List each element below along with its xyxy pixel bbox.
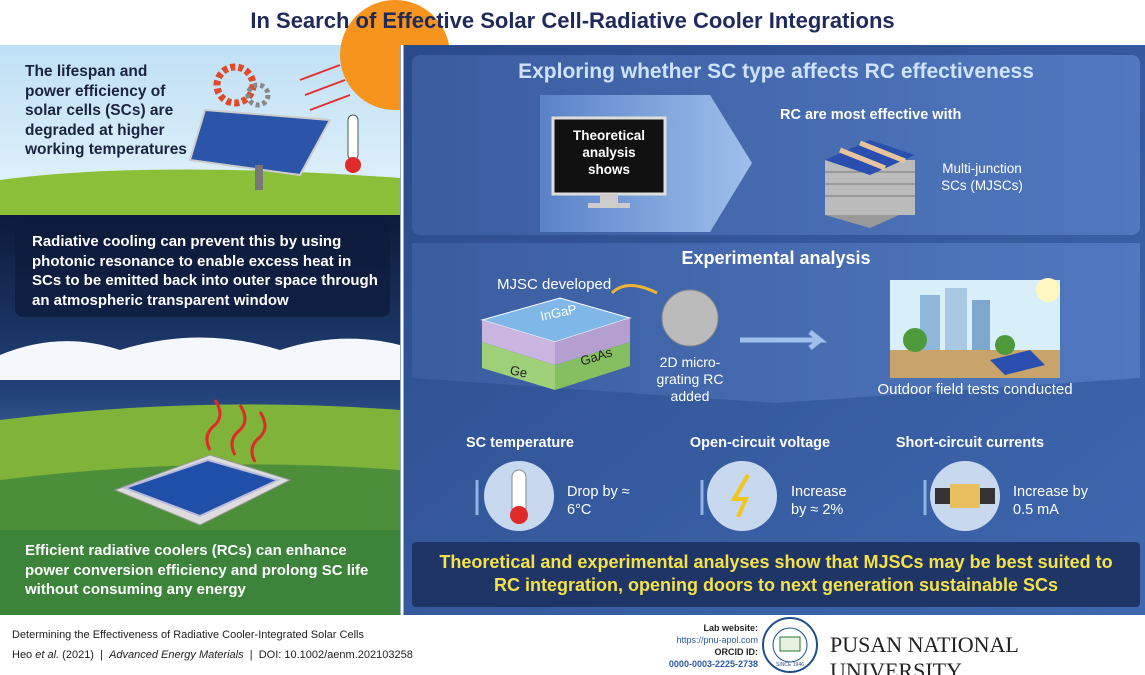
field-text: Outdoor field tests conducted: [877, 381, 1073, 398]
flow-arrow: [740, 330, 828, 350]
metric-icons: [475, 461, 1000, 531]
conclusion: Theoretical and experimental analyses sh…: [439, 552, 1113, 595]
year: (2021): [62, 649, 94, 661]
journal: Advanced Energy Materials: [109, 649, 244, 661]
mjsc-stack: [825, 140, 915, 228]
orcid: 0000-0003-2225-2738: [668, 659, 758, 669]
metric-name: Short-circuit currents: [895, 435, 1045, 451]
paper-title: Determining the Effectiveness of Radiati…: [12, 629, 364, 641]
result-intro: RC are most effective with: [780, 107, 962, 123]
separator: |: [100, 649, 103, 661]
lab-url: https://pnu-apol.com: [676, 635, 758, 645]
orcid-label: ORCID ID:: [714, 647, 759, 657]
metric-name: SC temperature: [466, 435, 574, 451]
clouds: [0, 337, 400, 380]
result: Multi-junction SCs (MJSCs): [941, 161, 1023, 193]
theory-heading: Exploring whether SC type affects RC eff…: [518, 60, 1034, 83]
experiment-heading: Experimental analysis: [681, 248, 871, 268]
field-photo: [890, 278, 1060, 378]
metric-name: Open-circuit voltage: [689, 435, 831, 451]
monitor: [551, 116, 667, 208]
monitor-text: Theoretical analysis shows: [572, 128, 646, 177]
field: [0, 169, 400, 220]
lab-label: Lab website:: [703, 623, 758, 633]
metric-result: Increase by ≈ 2%: [791, 484, 847, 518]
contact: Lab website: https://pnu-apol.com ORCID …: [600, 622, 758, 670]
text-shade: [0, 530, 400, 615]
logo: [762, 617, 818, 673]
conclusion-box: [412, 542, 1140, 607]
mjsc-cube: [480, 284, 658, 390]
heat-panel: [188, 63, 361, 190]
et-al: et al.: [35, 649, 60, 661]
separator: |: [249, 649, 253, 661]
left-bottom-text: Efficient radiative coolers (RCs) can en…: [25, 542, 369, 598]
grating: [661, 289, 719, 347]
author: Heo: [12, 649, 33, 661]
cooler-panel: [113, 399, 292, 526]
metric-result: Drop by ≈ 6°C: [567, 484, 630, 518]
university: PUSAN NATIONAL UNIVERSITY: [830, 632, 1019, 675]
left-top-text: The lifespan and power efficiency of sol…: [25, 63, 187, 158]
grating-text: 2D micro-grating RC added: [656, 354, 724, 404]
since: SINCE 1946: [776, 662, 804, 668]
footer-bg: [0, 615, 1145, 675]
mjsc-developed: MJSC developed: [497, 276, 612, 293]
title: In Search of Effective Solar Cell-Radiat…: [250, 8, 895, 33]
citation: Heo et al. (2021) | Advanced Energy Mate…: [12, 649, 413, 661]
doi: DOI: 10.1002/aenm.202103258: [258, 649, 413, 661]
metric-result: Increase by 0.5 mA: [1013, 484, 1088, 518]
text-box: [15, 222, 390, 317]
left-middle-text: Radiative cooling can prevent this by us…: [32, 233, 378, 309]
